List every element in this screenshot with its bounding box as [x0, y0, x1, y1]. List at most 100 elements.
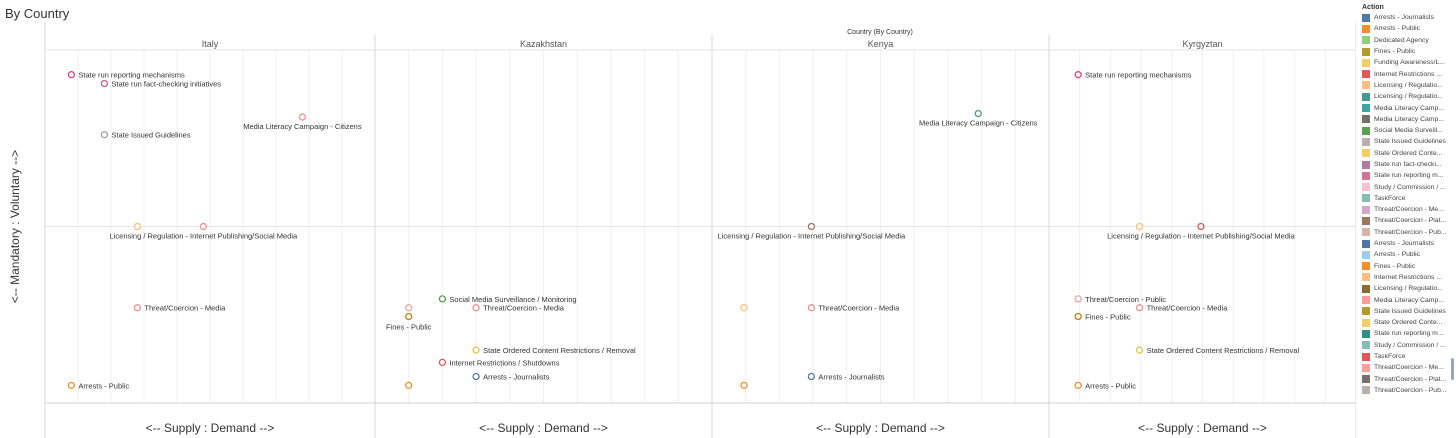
legend-swatch: [1362, 262, 1370, 270]
legend-item[interactable]: TaskForce: [1358, 351, 1454, 362]
facet-header: Country (By Country): [847, 29, 913, 36]
data-point: [68, 72, 74, 78]
data-label: Internet Restrictions / Shutdowns: [449, 358, 559, 367]
legend-item[interactable]: Licensing / Regulatio...: [1358, 91, 1454, 102]
data-point: [101, 81, 107, 87]
data-point: [808, 305, 814, 311]
legend-item[interactable]: State Ordered Conte...: [1358, 317, 1454, 328]
legend-label: Social Media Surveill...: [1374, 127, 1443, 134]
legend-item[interactable]: Arrests - Journalists: [1358, 238, 1454, 249]
legend-items: Arrests - Journalists Arrests - Public Ded…: [1358, 12, 1454, 396]
data-label: State run reporting mechanisms: [1085, 71, 1192, 80]
legend-item[interactable]: Licensing / Regulatio...: [1358, 80, 1454, 91]
legend-item[interactable]: Media Literacy Camp...: [1358, 294, 1454, 305]
legend-label: Threat/Coercion - Plat...: [1374, 376, 1446, 383]
data-point: [1198, 224, 1204, 230]
legend-item[interactable]: Threat/Coercion - Me...: [1358, 362, 1454, 373]
legend-item[interactable]: Threat/Coercion - Me...: [1358, 204, 1454, 215]
legend-item[interactable]: State run fact-checki...: [1358, 159, 1454, 170]
data-label: Arrests - Journalists: [818, 373, 885, 382]
data-point: [406, 314, 412, 320]
legend-item[interactable]: Study / Commission / ...: [1358, 340, 1454, 351]
data-point: [134, 305, 140, 311]
legend-item[interactable]: Threat/Coercion - Plat...: [1358, 374, 1454, 385]
legend-swatch: [1362, 183, 1370, 191]
legend-item[interactable]: Media Literacy Camp...: [1358, 102, 1454, 113]
data-point: [473, 305, 479, 311]
legend-swatch: [1362, 48, 1370, 56]
legend-label: Study / Commission / ...: [1374, 184, 1446, 191]
legend-swatch: [1362, 127, 1370, 135]
legend-item[interactable]: Fines - Public: [1358, 261, 1454, 272]
legend-item[interactable]: Arrests - Public: [1358, 249, 1454, 260]
legend-label: Arrests - Journalists: [1374, 14, 1434, 21]
legend-item[interactable]: Arrests - Journalists: [1358, 12, 1454, 23]
legend-item[interactable]: Threat/Coercion - Pub...: [1358, 385, 1454, 396]
data-point: [1137, 224, 1143, 230]
legend-swatch: [1362, 285, 1370, 293]
data-label: Licensing / Regulation - Internet Publis…: [1107, 232, 1295, 241]
data-point: [1137, 347, 1143, 353]
legend-swatch: [1362, 375, 1370, 383]
x-axis-label: <-- Supply : Demand -->: [479, 421, 608, 435]
legend-item[interactable]: Fines - Public: [1358, 46, 1454, 57]
legend-scrollbar[interactable]: [1451, 358, 1454, 380]
legend-item[interactable]: Internet Restrictions ...: [1358, 272, 1454, 283]
data-label: Arrests - Public: [1085, 381, 1136, 390]
legend-swatch: [1362, 138, 1370, 146]
data-point: [406, 305, 412, 311]
legend-item[interactable]: State Issued Guidelines: [1358, 136, 1454, 147]
legend-item[interactable]: Study / Commission / ...: [1358, 181, 1454, 192]
legend-item[interactable]: Licensing / Regulatio...: [1358, 283, 1454, 294]
legend-swatch: [1362, 14, 1370, 22]
legend-swatch: [1362, 206, 1370, 214]
legend-title: Action: [1358, 3, 1454, 12]
data-label: State Ordered Content Restrictions / Rem…: [1147, 346, 1300, 355]
data-label: Threat/Coercion - Media: [483, 304, 565, 313]
legend: Action Arrests - Journalists Arrests - Pu…: [1358, 3, 1454, 435]
data-point: [808, 374, 814, 380]
legend-label: Internet Restrictions ...: [1374, 71, 1442, 78]
legend-swatch: [1362, 59, 1370, 67]
faceted-scatter-chart: Country (By Country) Italy <-- Supply : De…: [0, 0, 1356, 438]
legend-item[interactable]: State Issued Guidelines: [1358, 306, 1454, 317]
legend-item[interactable]: TaskForce: [1358, 193, 1454, 204]
data-label: State Ordered Content Restrictions / Rem…: [483, 346, 636, 355]
data-label: Fines - Public: [1085, 313, 1131, 322]
legend-item[interactable]: Social Media Surveill...: [1358, 125, 1454, 136]
legend-label: State run reporting m...: [1374, 330, 1444, 337]
legend-swatch: [1362, 341, 1370, 349]
data-label: Media Literacy Campaign - Citizens: [243, 122, 362, 131]
legend-item[interactable]: State run reporting m...: [1358, 170, 1454, 181]
legend-label: Internet Restrictions ...: [1374, 274, 1442, 281]
legend-item[interactable]: Arrests - Public: [1358, 23, 1454, 34]
data-point: [1075, 296, 1081, 302]
legend-label: State Ordered Conte...: [1374, 319, 1442, 326]
legend-label: Fines - Public: [1374, 263, 1415, 270]
data-label: State Issued Guidelines: [111, 131, 190, 140]
legend-item[interactable]: Threat/Coercion - Plat...: [1358, 215, 1454, 226]
data-point: [808, 224, 814, 230]
data-label: Threat/Coercion - Media: [1147, 304, 1229, 313]
x-axis-label: <-- Supply : Demand -->: [146, 421, 275, 435]
data-point: [134, 224, 140, 230]
legend-label: TaskForce: [1374, 195, 1405, 202]
legend-item[interactable]: State run reporting m...: [1358, 328, 1454, 339]
legend-label: State Ordered Conte...: [1374, 150, 1442, 157]
legend-swatch: [1362, 228, 1370, 236]
legend-swatch: [1362, 364, 1370, 372]
legend-label: Licensing / Regulatio...: [1374, 285, 1443, 292]
legend-label: TaskForce: [1374, 353, 1405, 360]
facet-title-kenya: Kenya: [868, 39, 894, 49]
legend-swatch: [1362, 240, 1370, 248]
legend-label: Media Literacy Camp...: [1374, 297, 1444, 304]
legend-item[interactable]: Funding Awareness/L...: [1358, 57, 1454, 68]
data-point: [473, 374, 479, 380]
legend-item[interactable]: Internet Restrictions ...: [1358, 68, 1454, 79]
legend-item[interactable]: Media Literacy Camp...: [1358, 114, 1454, 125]
legend-item[interactable]: Dedicated Agency: [1358, 35, 1454, 46]
y-axis-label: <-- Mandatory : Voluntary -->: [8, 150, 22, 303]
data-label: Threat/Coercion - Media: [144, 304, 226, 313]
legend-item[interactable]: Threat/Coercion - Pub...: [1358, 227, 1454, 238]
legend-item[interactable]: State Ordered Conte...: [1358, 148, 1454, 159]
